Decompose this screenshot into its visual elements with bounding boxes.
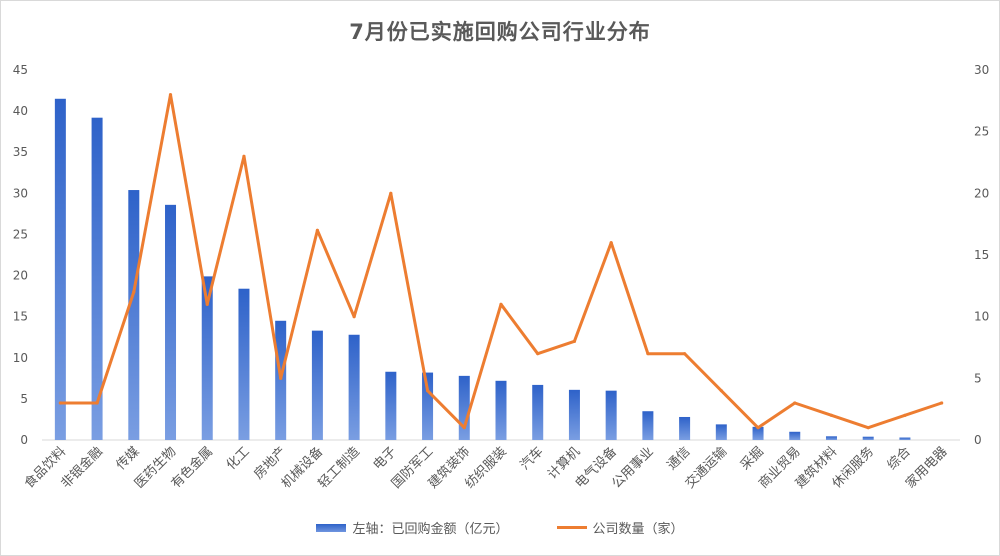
- line-point-company-count: [572, 339, 577, 343]
- bar-amount: [495, 380, 507, 440]
- bar-amount: [348, 334, 360, 440]
- x-tick-label: 传媒: [114, 444, 143, 473]
- line-point-company-count: [58, 401, 62, 405]
- line-point-company-count: [425, 389, 430, 393]
- y-right-tick-label: 30: [974, 63, 989, 77]
- bar-amount: [642, 411, 654, 440]
- bar-amount: [385, 371, 397, 440]
- line-point-company-count: [279, 376, 283, 380]
- y-left-tick-label: 0: [20, 433, 28, 447]
- bar-amount: [679, 416, 691, 440]
- bar-amount: [789, 431, 801, 440]
- bar-amount: [128, 190, 140, 440]
- y-right-tick-label: 15: [974, 248, 989, 262]
- bar-amount: [238, 288, 250, 440]
- line-point-company-count: [829, 413, 834, 417]
- y-right-tick-label: 0: [974, 433, 982, 447]
- line-point-company-count: [462, 426, 466, 430]
- bar-amount: [311, 330, 323, 440]
- line-point-company-count: [903, 413, 907, 417]
- x-tick-label: 电子: [371, 444, 400, 473]
- x-tick-label: 综合: [885, 444, 914, 473]
- line-point-company-count: [756, 426, 760, 430]
- x-tick-label: 采掘: [738, 444, 767, 473]
- bar-amount: [165, 204, 177, 440]
- x-tick-label: 通信: [664, 444, 693, 473]
- legend-swatch-line: [556, 526, 587, 529]
- line-point-company-count: [866, 426, 870, 430]
- y-right-tick-label: 20: [974, 186, 989, 200]
- y-left-tick-label: 5: [20, 392, 28, 406]
- y-right-tick-label: 10: [974, 310, 989, 324]
- legend-item-amount: 左轴：已回购金额（亿元）: [316, 518, 509, 537]
- legend-item-count: 公司数量（家）: [556, 518, 684, 537]
- chart-legend: 左轴：已回购金额（亿元） 公司数量（家）: [0, 518, 1000, 537]
- line-point-company-count: [168, 93, 173, 97]
- line-point-company-count: [793, 401, 797, 405]
- bar-amount: [54, 98, 66, 441]
- y-left-tick-label: 35: [13, 145, 28, 159]
- bar-amount: [91, 117, 103, 440]
- line-company-count: [58, 93, 944, 430]
- legend-label-count: 公司数量（家）: [592, 522, 684, 537]
- y-left-tick-label: 40: [13, 104, 28, 118]
- legend-label-amount: 左轴：已回购金额（亿元）: [352, 522, 509, 537]
- bar-amount: [605, 390, 617, 440]
- y-left-tick-label: 25: [13, 227, 28, 241]
- y-left-tick-label: 20: [13, 269, 28, 283]
- line-point-company-count: [646, 352, 650, 356]
- bar-amount: [825, 436, 837, 440]
- line-point-company-count: [499, 302, 503, 306]
- line-point-company-count: [683, 352, 687, 356]
- bar-amount: [715, 424, 727, 440]
- line-point-company-count: [95, 401, 99, 405]
- line-point-company-count: [242, 154, 246, 158]
- line-point-company-count: [205, 302, 209, 306]
- bar-amount: [532, 384, 544, 440]
- y-left-tick-label: 10: [13, 351, 28, 365]
- bar-amount: [422, 372, 434, 440]
- legend-swatch-bar: [316, 523, 347, 532]
- line-point-company-count: [315, 228, 319, 232]
- bar-amount: [458, 375, 470, 440]
- chart-title: 7月份已实施回购公司行业分布: [349, 20, 651, 44]
- line-point-company-count: [609, 241, 613, 245]
- bar-amount: [752, 426, 764, 440]
- y-right-tick-label: 25: [974, 125, 989, 139]
- line-point-company-count: [352, 315, 356, 319]
- line-point-company-count: [536, 352, 540, 356]
- x-tick-label: 化工: [224, 444, 253, 473]
- line-point-company-count: [719, 389, 723, 393]
- bar-amount: [899, 437, 911, 440]
- line-point-company-count: [132, 290, 136, 294]
- bar-amount: [275, 320, 287, 440]
- line-point-company-count: [389, 191, 393, 195]
- y-left-tick-label: 45: [13, 63, 28, 77]
- bar-amount: [568, 389, 580, 440]
- y-left-tick-label: 15: [13, 310, 28, 324]
- y-left-tick-label: 30: [13, 186, 28, 200]
- bar-amount: [201, 276, 213, 440]
- y-right-tick-label: 5: [974, 371, 982, 385]
- x-tick-label: 汽车: [517, 444, 547, 474]
- bar-amount: [862, 436, 874, 440]
- line-point-company-count: [940, 401, 944, 405]
